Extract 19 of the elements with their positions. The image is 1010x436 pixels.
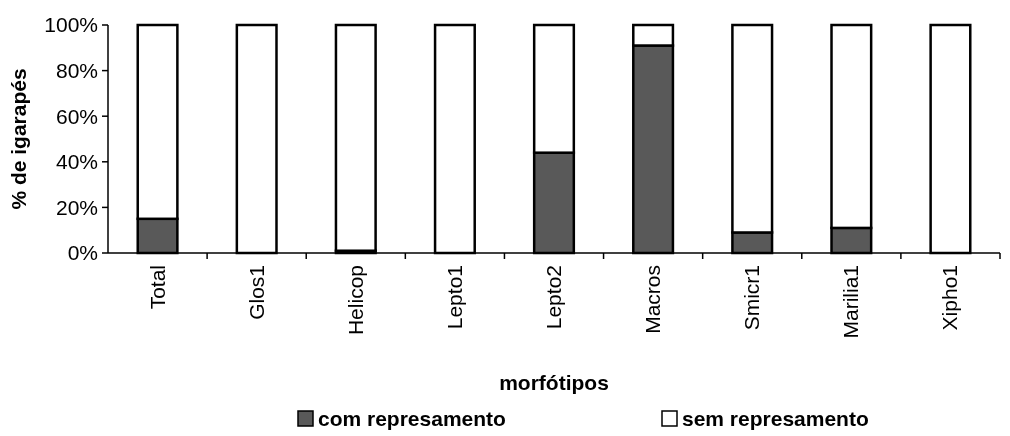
x-tick-label: Macros	[641, 265, 665, 334]
x-tick-label: Total	[145, 265, 169, 310]
x-tick-label: Smicr1	[740, 265, 764, 331]
y-tick-label: 80%	[55, 58, 98, 82]
legend-label: com represamento	[318, 407, 506, 431]
x-tick-label: Glos1	[244, 265, 268, 320]
y-axis-title: % de igarapés	[7, 68, 30, 210]
y-tick-label: 100%	[44, 13, 98, 37]
y-tick-label: 60%	[55, 104, 98, 128]
x-tick-label: Xipho1	[938, 265, 962, 331]
x-tick-label: Marilia1	[839, 265, 863, 339]
y-tick-label: 20%	[55, 195, 98, 219]
x-tick-label: Helicop	[343, 265, 367, 336]
x-axis-title: morfótipos	[499, 371, 609, 394]
x-tick-label: Lepto2	[542, 265, 565, 330]
y-tick-label: 40%	[55, 150, 98, 174]
x-tick-label: Lepto1	[442, 265, 466, 330]
legend-label: sem represamento	[682, 407, 869, 431]
y-tick-label: 0%	[67, 241, 98, 265]
